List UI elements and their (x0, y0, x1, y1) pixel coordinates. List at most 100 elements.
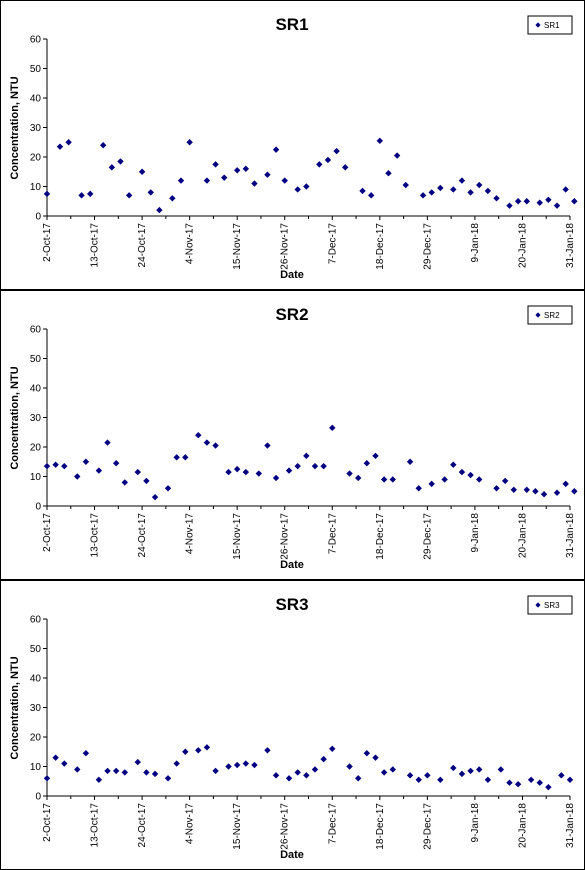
data-point (151, 493, 159, 501)
data-point (523, 198, 530, 205)
data-point (121, 479, 129, 486)
x-tick-label: 29-Dec-17 (422, 223, 433, 270)
data-point (264, 442, 271, 449)
y-tick-label: 40 (30, 94, 42, 105)
x-tick-label: 29-Dec-17 (422, 803, 433, 850)
x-tick-label: 2-Oct-17 (42, 223, 53, 262)
y-tick-label: 50 (30, 644, 42, 655)
data-point (125, 192, 133, 199)
x-tick-label: 2-Oct-17 (42, 513, 53, 552)
data-point (406, 458, 414, 465)
y-axis-title: Concentration, NTU (9, 76, 21, 179)
data-point (182, 454, 189, 461)
data-point (43, 775, 51, 782)
x-axis-title: Date (280, 849, 304, 861)
data-point (359, 187, 366, 195)
x-tick-label: 13-Oct-17 (90, 513, 101, 558)
chart-svg: SR2 0 10 20 30 40 50 60 2-Oct-17 13-Oct-17 24-Oct-… (9, 305, 578, 571)
y-tick-label: 40 (30, 384, 42, 395)
y-axis-title: Concentration, NTU (9, 656, 21, 759)
data-point (151, 770, 159, 778)
data-point (553, 202, 561, 209)
data-point (112, 460, 120, 467)
data-point (367, 192, 375, 199)
data-point (450, 186, 457, 193)
data-point (173, 760, 180, 767)
data-point (320, 462, 327, 470)
data-point (294, 186, 301, 193)
legend-label: SR1 (544, 21, 560, 30)
data-point (320, 755, 327, 763)
data-point (402, 181, 409, 189)
data-point (74, 473, 81, 480)
data-point (294, 462, 301, 470)
data-point (164, 775, 172, 782)
data-point (242, 760, 250, 767)
data-point (553, 489, 561, 496)
chart-title: SR1 (275, 15, 308, 34)
y-tick-label: 60 (30, 325, 42, 336)
data-point (450, 461, 457, 468)
data-point (272, 772, 280, 779)
data-point (303, 183, 310, 190)
data-point (82, 750, 90, 757)
data-point (225, 763, 232, 770)
y-tick-label: 10 (30, 762, 42, 773)
data-point (558, 772, 565, 779)
data-point (264, 171, 271, 178)
data-point (424, 772, 431, 779)
data-point (52, 461, 59, 468)
data-point (104, 767, 111, 775)
data-point (233, 465, 241, 473)
x-tick-label: 20-Jan-18 (517, 223, 528, 268)
data-point (380, 769, 388, 776)
y-tick-label: 30 (30, 413, 42, 424)
x-axis-title: Date (280, 559, 304, 571)
data-point (514, 781, 522, 788)
chart-panel-sr3: SR3 0 10 20 30 40 50 60 2-Oct-17 13-Oct-17 24-Oct-… (0, 580, 585, 870)
y-tick-label: 0 (35, 212, 41, 223)
legend-box (527, 595, 573, 615)
data-point (56, 143, 64, 150)
data-point (355, 775, 362, 782)
chart-svg: SR3 0 10 20 30 40 50 60 2-Oct-17 13-Oct-17 24-Oct-… (9, 595, 576, 861)
y-tick-label: 30 (30, 703, 42, 714)
data-point (324, 156, 332, 164)
data-point (225, 468, 232, 476)
data-point (562, 186, 569, 193)
data-point (566, 776, 574, 783)
data-point (467, 189, 474, 196)
x-tick-label: 4-Nov-17 (185, 803, 196, 845)
y-tick-label: 30 (30, 123, 42, 134)
data-point (467, 767, 474, 775)
data-point (571, 198, 578, 205)
legend: SR1 (527, 15, 573, 35)
legend-marker (535, 602, 541, 608)
data-point (43, 190, 51, 198)
data-point (182, 748, 189, 755)
data-point (376, 137, 384, 144)
x-tick-label: 31-Jan-18 (565, 803, 576, 848)
x-tick-label: 13-Oct-17 (90, 803, 101, 848)
y-tick-label: 60 (30, 35, 42, 46)
data-point (484, 776, 492, 783)
data-point (467, 471, 474, 479)
x-tick-label: 24-Oct-17 (137, 223, 148, 268)
data-point (251, 761, 258, 769)
data-point (501, 477, 509, 485)
data-point (99, 142, 107, 149)
data-point (164, 485, 172, 492)
data-point (372, 452, 379, 460)
data-point (393, 152, 401, 159)
x-tick-label: 26-Nov-17 (280, 803, 291, 850)
data-point (95, 467, 103, 474)
data-point (285, 467, 293, 474)
data-point (428, 189, 435, 196)
data-point (311, 766, 319, 773)
data-point (134, 468, 141, 476)
data-point (493, 195, 500, 202)
y-tick-label: 20 (30, 153, 42, 164)
data-point (536, 199, 543, 206)
data-point (212, 161, 219, 168)
data-point (355, 474, 362, 482)
